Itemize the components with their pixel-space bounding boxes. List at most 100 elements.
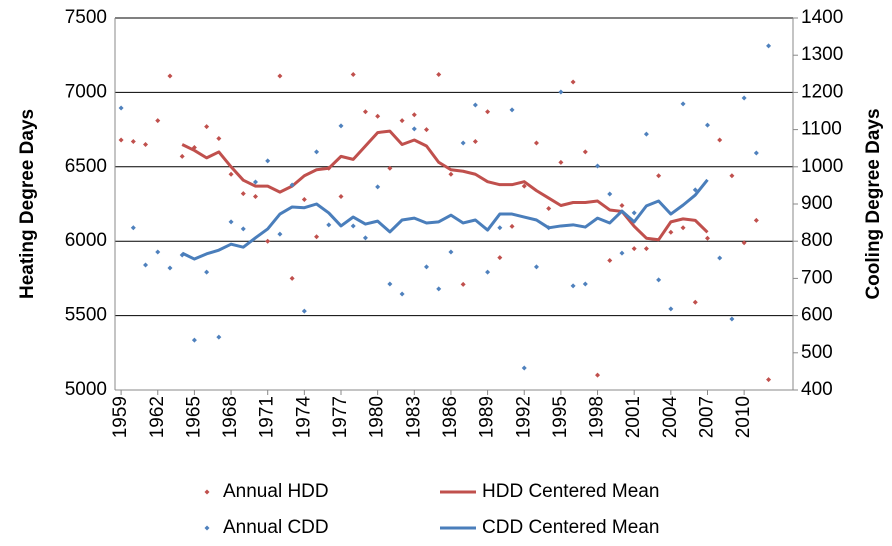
x-tick-label: 1980 — [367, 396, 388, 438]
point — [472, 139, 478, 145]
point — [399, 118, 405, 124]
point — [167, 73, 173, 79]
y2-tick-label: 1200 — [801, 81, 843, 102]
point — [460, 140, 466, 146]
y2-tick-label: 900 — [801, 193, 833, 214]
point — [240, 191, 246, 197]
y2-tick-label: 1300 — [801, 44, 843, 65]
point — [717, 137, 723, 143]
point — [582, 149, 588, 155]
point — [692, 299, 698, 305]
point — [436, 286, 442, 292]
point — [130, 139, 136, 145]
point — [521, 183, 527, 189]
x-tick-label: 1971 — [257, 396, 278, 438]
point — [143, 141, 149, 147]
point — [436, 72, 442, 78]
point — [143, 262, 149, 268]
y-tick-label: 5500 — [65, 305, 107, 326]
point — [595, 372, 601, 378]
point — [509, 107, 515, 113]
point — [607, 258, 613, 264]
point — [631, 210, 637, 216]
y-tick-label: 7000 — [65, 81, 107, 102]
point — [228, 219, 234, 225]
y2-tick-label: 400 — [801, 379, 833, 400]
point — [118, 105, 124, 111]
x-tick-label: 1992 — [513, 396, 534, 438]
point — [485, 109, 491, 115]
point — [301, 308, 307, 314]
point — [619, 202, 625, 208]
point — [485, 269, 491, 275]
point — [387, 281, 393, 287]
point — [350, 223, 356, 229]
y2-tick-label: 500 — [801, 342, 833, 363]
point — [753, 217, 759, 223]
line — [181, 129, 709, 242]
point — [338, 123, 344, 129]
point — [204, 124, 210, 130]
point — [155, 118, 161, 124]
point — [631, 246, 637, 252]
point — [216, 136, 222, 142]
point — [277, 231, 283, 237]
point — [301, 197, 307, 203]
y-tick-label: 5000 — [65, 379, 107, 400]
x-tick-label: 1965 — [183, 396, 204, 438]
point — [130, 225, 136, 231]
y2-tick-label: 1400 — [801, 7, 843, 28]
point — [656, 173, 662, 179]
y-axis-title: Heating Degree Days — [17, 109, 38, 299]
point — [216, 334, 222, 340]
point — [741, 240, 747, 246]
point — [118, 137, 124, 143]
point — [680, 225, 686, 231]
point — [375, 113, 381, 119]
x-tick-label: 2010 — [733, 396, 754, 438]
point — [643, 246, 649, 252]
y-tick-label: 6000 — [65, 230, 107, 251]
x-tick-label: 1998 — [587, 396, 608, 438]
point — [766, 377, 772, 383]
point — [375, 184, 381, 190]
point — [521, 365, 527, 371]
point — [497, 255, 503, 261]
point — [570, 79, 576, 85]
point — [766, 43, 772, 49]
point — [424, 264, 430, 270]
point — [546, 205, 552, 211]
x-tick-label: 1995 — [550, 396, 571, 438]
point — [607, 191, 613, 197]
point — [167, 265, 173, 271]
point — [240, 226, 246, 232]
legend-label: Annual CDD — [223, 517, 329, 538]
legend-label: Annual HDD — [223, 481, 329, 502]
point — [411, 112, 417, 118]
x-tick-label: 1983 — [403, 396, 424, 438]
y2-axis-title: Cooling Degree Days — [863, 108, 884, 299]
point — [595, 163, 601, 169]
point — [411, 126, 417, 132]
point — [289, 275, 295, 281]
point — [668, 306, 674, 312]
point — [533, 264, 539, 270]
point — [472, 102, 478, 108]
point — [265, 158, 271, 164]
point — [204, 269, 210, 275]
point — [424, 127, 430, 133]
x-tick-label: 1974 — [293, 396, 314, 439]
point — [191, 337, 197, 343]
x-tick-label: 2004 — [660, 396, 681, 439]
point — [619, 250, 625, 256]
legend-marker — [204, 489, 210, 495]
point — [155, 249, 161, 255]
y-tick-label: 7500 — [65, 7, 107, 28]
point — [704, 235, 710, 241]
point — [753, 150, 759, 156]
x-tick-label: 1986 — [440, 396, 461, 438]
point — [448, 171, 454, 177]
point — [252, 194, 258, 200]
y-tick-label: 6500 — [65, 156, 107, 177]
